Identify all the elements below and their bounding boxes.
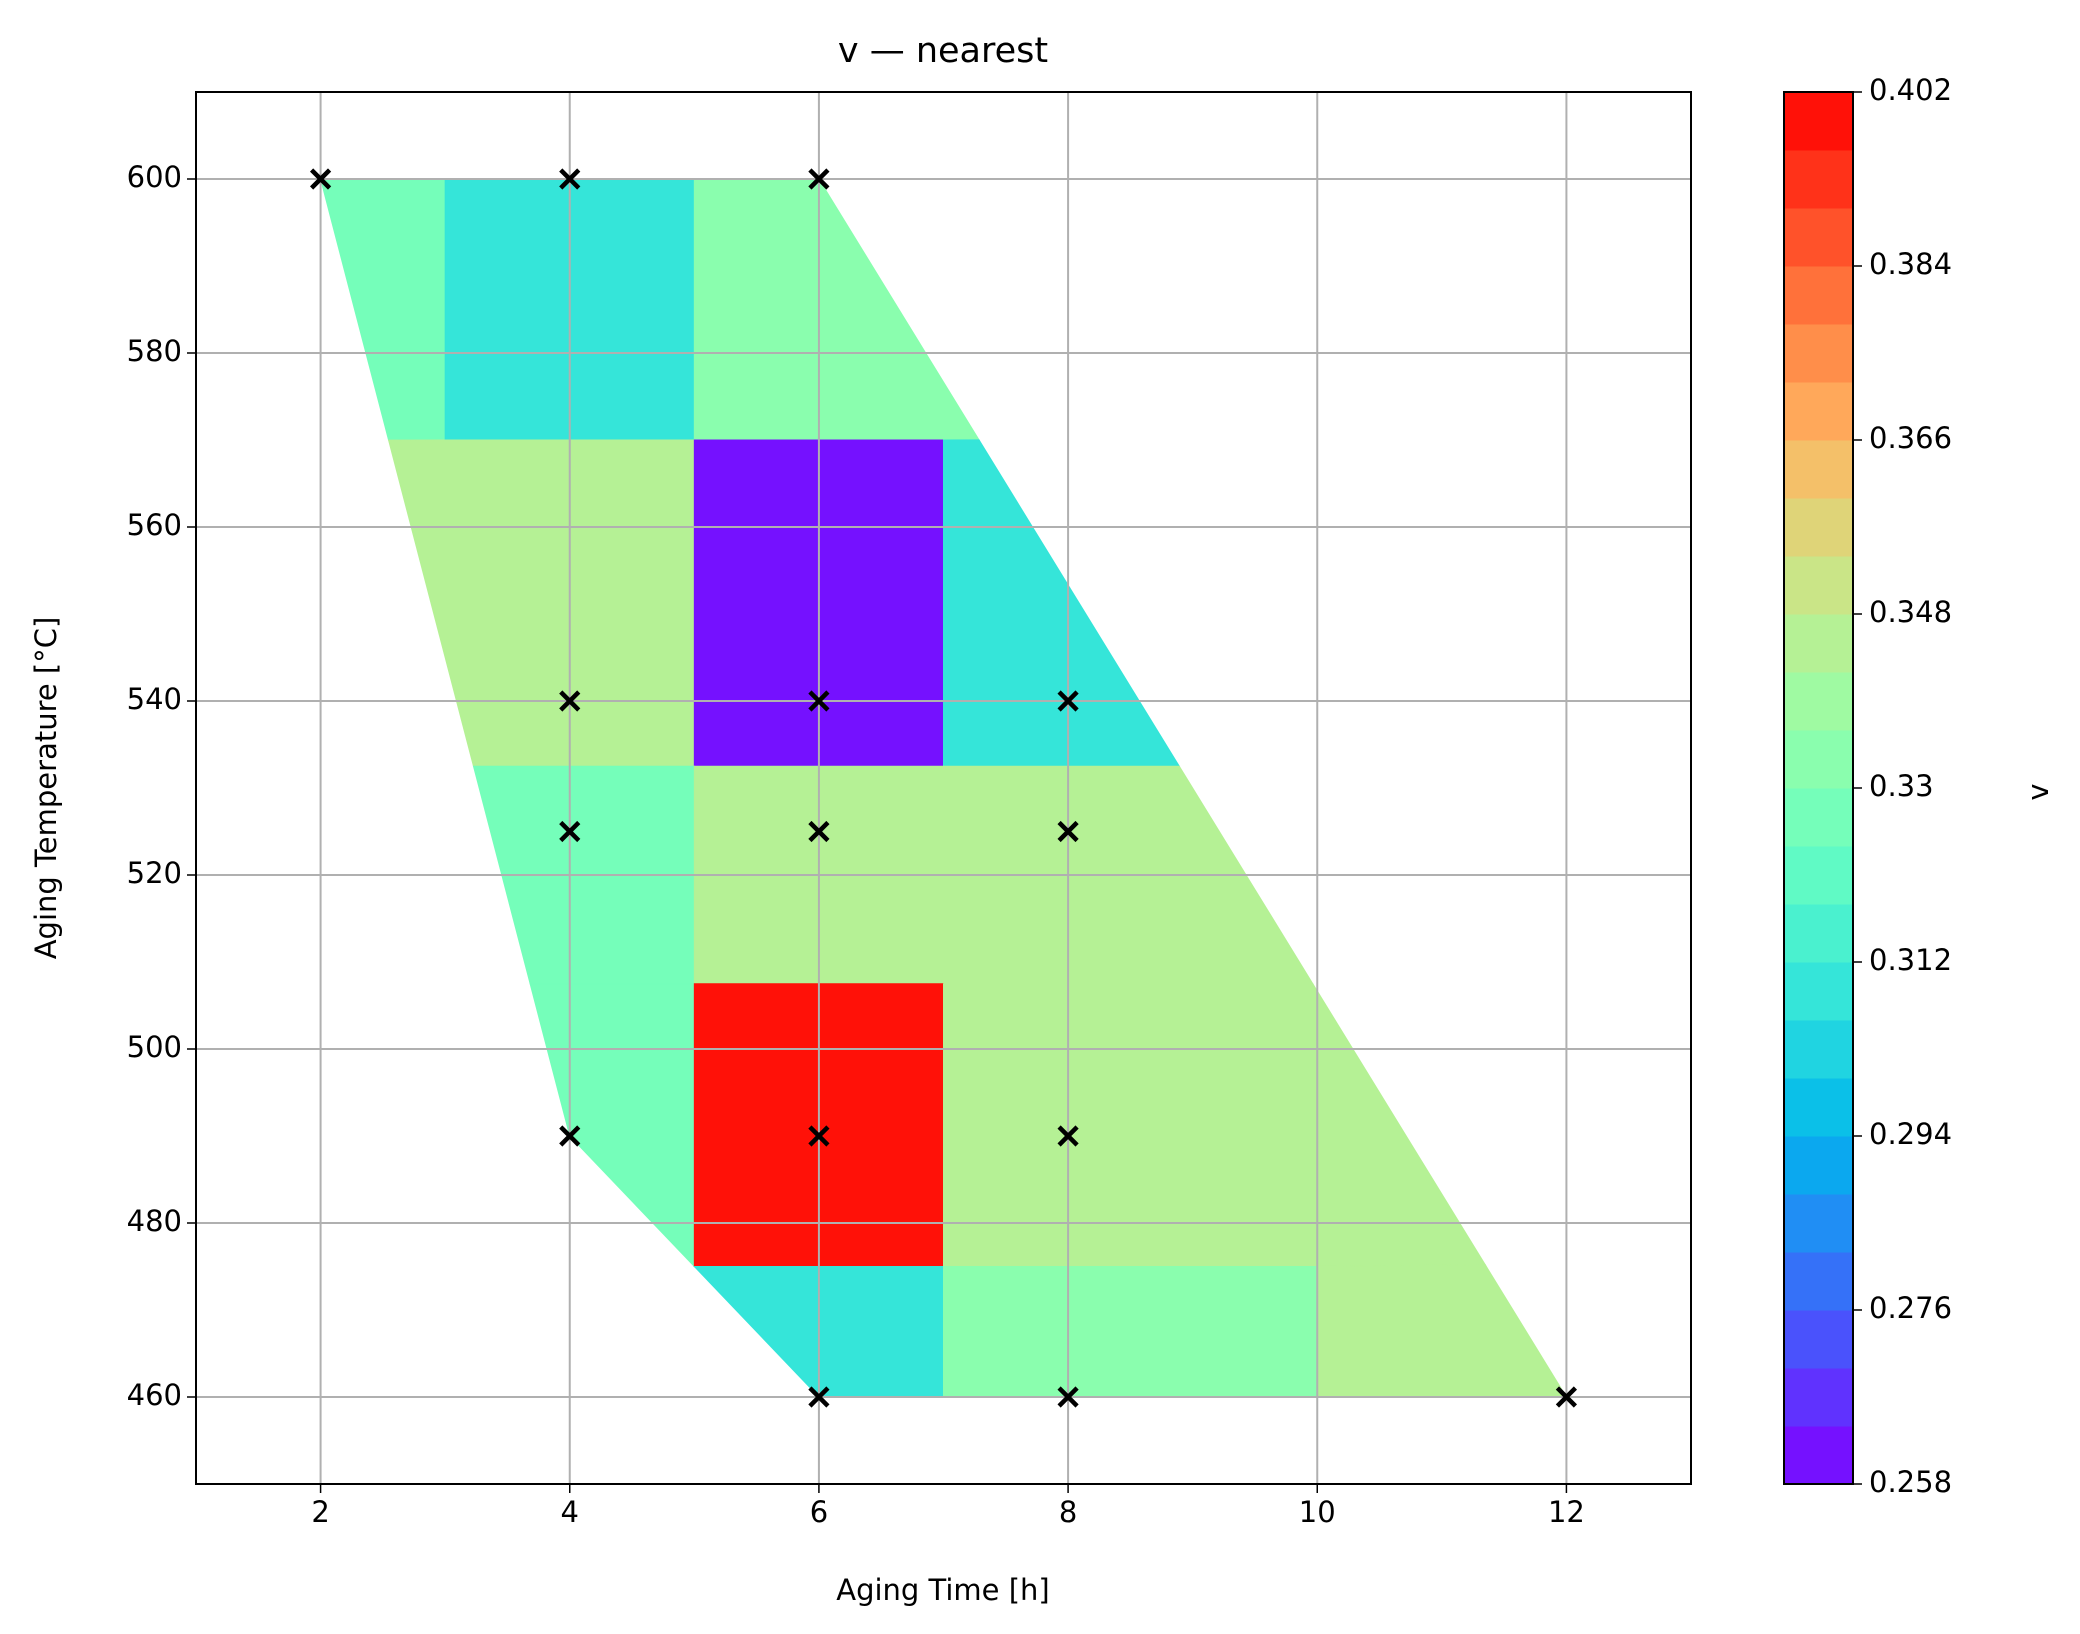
heatmap-cell bbox=[1316, 1264, 1568, 1398]
colorbar-frame bbox=[1783, 91, 1854, 1485]
x-axis-label: Aging Time [h] bbox=[836, 1573, 1050, 1607]
colorbar-band bbox=[1784, 498, 1853, 557]
scatter-point bbox=[808, 1125, 830, 1147]
scatter-point bbox=[559, 168, 581, 190]
y-tick-label: 540 bbox=[127, 682, 182, 716]
colorbar-band bbox=[1784, 730, 1853, 789]
colorbar-tick-label: 0.384 bbox=[1869, 247, 1952, 281]
colorbar-band bbox=[1784, 266, 1853, 325]
scatter-point bbox=[808, 690, 830, 712]
colorbar-tick-label: 0.366 bbox=[1869, 421, 1952, 455]
colorbar-band bbox=[1784, 208, 1853, 267]
y-tick-label: 480 bbox=[127, 1204, 182, 1238]
y-tick-label: 500 bbox=[127, 1030, 182, 1064]
scatter-point bbox=[1057, 690, 1079, 712]
colorbar-tick-label: 0.312 bbox=[1869, 943, 1952, 977]
heatmap-cell bbox=[693, 178, 980, 441]
colorbar-band bbox=[1784, 382, 1853, 441]
colorbar-band bbox=[1784, 92, 1853, 151]
scatter-point bbox=[808, 820, 830, 843]
heatmap-cell bbox=[529, 983, 695, 1268]
scatter-point bbox=[1057, 820, 1079, 843]
x-tick-label: 12 bbox=[1548, 1495, 1585, 1529]
scatter-point bbox=[559, 1125, 581, 1147]
x-tick-label: 4 bbox=[561, 1495, 579, 1529]
colorbar-band bbox=[1784, 1368, 1853, 1427]
colorbar-band bbox=[1784, 324, 1853, 383]
heatmap-cell bbox=[943, 1266, 1318, 1398]
scatter-point bbox=[1057, 1386, 1079, 1408]
y-tick-label: 460 bbox=[127, 1378, 182, 1412]
y-tick-label: 520 bbox=[127, 856, 182, 890]
scatter-point bbox=[559, 690, 581, 712]
heatmap-cell bbox=[387, 439, 695, 767]
colorbar-band bbox=[1784, 1310, 1853, 1369]
colorbar-tick-label: 0.294 bbox=[1869, 1117, 1952, 1151]
colorbar-band bbox=[1784, 962, 1853, 1021]
scatter-point bbox=[1555, 1386, 1578, 1408]
x-tick-label: 6 bbox=[810, 1495, 828, 1529]
heatmap-cell bbox=[943, 439, 1181, 767]
colorbar-tick-label: 0.348 bbox=[1869, 595, 1952, 629]
scatter-point bbox=[1057, 1125, 1079, 1147]
colorbar-band bbox=[1784, 846, 1853, 905]
scatter-point bbox=[559, 820, 581, 843]
chart-title: v — nearest bbox=[838, 31, 1048, 71]
colorbar-band bbox=[1784, 1426, 1853, 1485]
colorbar-label: v bbox=[2021, 783, 2055, 800]
x-tick-label: 10 bbox=[1299, 1495, 1336, 1529]
y-tick-label: 580 bbox=[127, 334, 182, 368]
colorbar-band bbox=[1784, 150, 1853, 209]
y-axis-label: Aging Temperature [°C] bbox=[29, 617, 63, 960]
y-tick-label: 600 bbox=[127, 160, 182, 194]
colorbar-tick-label: 0.33 bbox=[1869, 769, 1934, 803]
colorbar-tick-label: 0.276 bbox=[1869, 1291, 1952, 1325]
scatter-point bbox=[808, 1386, 830, 1408]
colorbar-band bbox=[1784, 672, 1853, 731]
x-tick-label: 2 bbox=[311, 1495, 329, 1529]
scatter-point bbox=[309, 168, 332, 190]
colorbar-tick-label: 0.402 bbox=[1869, 73, 1952, 107]
y-tick-label: 560 bbox=[127, 508, 182, 542]
colorbar-band bbox=[1784, 788, 1853, 847]
heatmap-cell bbox=[943, 983, 1487, 1267]
colorbar-band bbox=[1784, 1020, 1853, 1079]
colorbar-tick-label: 0.258 bbox=[1869, 1465, 1952, 1499]
x-tick-label: 8 bbox=[1059, 1495, 1077, 1529]
heatmap-cell bbox=[319, 178, 446, 441]
scatter-point bbox=[808, 168, 830, 190]
colorbar-band bbox=[1784, 1078, 1853, 1137]
colorbar-band bbox=[1784, 556, 1853, 615]
plot-frame bbox=[195, 91, 1692, 1485]
colorbar-band bbox=[1784, 1194, 1853, 1253]
colorbar-band bbox=[1784, 1252, 1853, 1311]
colorbar-band bbox=[1784, 904, 1853, 963]
colorbar-band bbox=[1784, 440, 1853, 499]
colorbar-band bbox=[1784, 614, 1853, 673]
colorbar-band bbox=[1784, 1136, 1853, 1195]
